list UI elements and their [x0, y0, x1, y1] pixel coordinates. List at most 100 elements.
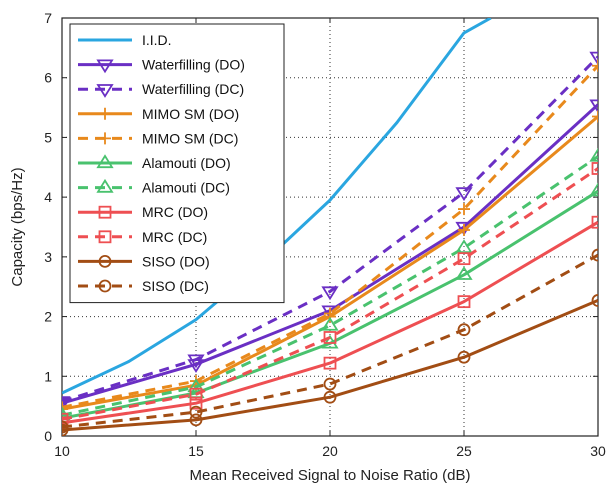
legend-marker	[98, 279, 112, 293]
legend-marker	[96, 84, 114, 98]
y-tick-label: 3	[44, 249, 52, 265]
y-axis-title: Capacity (bps/Hz)	[9, 167, 26, 286]
legend-marker	[96, 59, 114, 74]
y-tick-label: 1	[44, 368, 52, 384]
data-point	[321, 334, 339, 349]
data-point	[62, 396, 71, 411]
data-point	[62, 401, 68, 414]
data-point	[457, 350, 471, 364]
legend-label: Alamouti (DO)	[142, 155, 231, 171]
legend-item: Waterfilling (DC)	[78, 81, 244, 98]
legend-item: MRC (DO)	[78, 204, 208, 220]
legend-label: MRC (DC)	[142, 229, 207, 245]
legend-label: Alamouti (DC)	[142, 180, 230, 196]
data-point	[457, 295, 471, 309]
series-9	[62, 294, 598, 436]
series-layer	[62, 18, 598, 436]
x-tick-label: 30	[590, 443, 606, 459]
data-point	[62, 412, 69, 426]
data-point	[323, 356, 337, 370]
data-point	[591, 294, 598, 307]
data-point	[591, 162, 598, 175]
series-line	[62, 155, 598, 417]
data-point	[189, 396, 203, 410]
legend-item: Alamouti (DO)	[78, 154, 231, 171]
series-7	[62, 215, 598, 430]
data-point	[323, 377, 337, 391]
legend-item: Alamouti (DC)	[78, 178, 230, 196]
data-point	[189, 387, 203, 401]
data-point	[189, 413, 203, 427]
series-line	[62, 299, 598, 432]
data-point	[323, 331, 337, 344]
data-point	[589, 182, 598, 197]
legend-item: SISO (DO)	[78, 253, 210, 269]
data-point	[321, 316, 339, 331]
data-point	[62, 403, 68, 416]
series-line	[62, 64, 598, 409]
y-tick-label: 2	[44, 309, 52, 325]
legend-label: MRC (DO)	[142, 204, 208, 220]
y-tick-label: 6	[44, 70, 52, 86]
data-point	[458, 223, 470, 236]
x-axis-title: Mean Received Signal to Noise Ratio (dB)	[190, 467, 471, 484]
series-line	[62, 167, 598, 421]
legend-label: SISO (DO)	[142, 253, 210, 269]
legend-label: MIMO SM (DO)	[142, 106, 239, 122]
series-2	[62, 51, 598, 411]
x-tick-label: 20	[322, 443, 338, 459]
legend: I.I.D. Waterfilling (DO) Waterfilling (DC)…	[69, 23, 285, 304]
legend-marker	[98, 230, 112, 244]
x-tick-label: 15	[188, 443, 204, 459]
legend-label: I.I.D.	[142, 32, 172, 48]
legend-item: I.I.D.	[78, 32, 172, 48]
data-point	[457, 323, 471, 337]
data-point	[321, 286, 339, 301]
data-point	[457, 252, 471, 266]
legend-marker	[96, 178, 114, 193]
data-point	[187, 354, 205, 369]
series-line	[62, 253, 598, 429]
data-point	[589, 51, 598, 66]
data-point	[323, 390, 337, 404]
series-line	[62, 220, 598, 425]
series-line	[62, 55, 598, 403]
data-point	[589, 99, 598, 114]
data-point	[591, 215, 598, 229]
data-point	[189, 405, 203, 419]
data-point	[591, 248, 598, 262]
data-point	[455, 239, 473, 254]
data-point	[458, 203, 470, 216]
legend-label: Waterfilling (DO)	[142, 57, 245, 73]
data-point	[455, 266, 473, 280]
legend-marker	[96, 154, 114, 169]
legend-marker	[99, 107, 111, 120]
y-tick-label: 4	[44, 189, 52, 205]
series-10	[62, 248, 598, 434]
data-point	[62, 398, 71, 412]
legend-item: MIMO SM (DC)	[78, 130, 238, 146]
series-8	[62, 162, 598, 426]
legend-label: Waterfilling (DC)	[142, 81, 244, 97]
series-0	[62, 18, 492, 395]
data-point	[62, 420, 69, 434]
legend-label: SISO (DC)	[142, 278, 209, 294]
y-tick-label: 5	[44, 129, 52, 145]
series-line	[62, 18, 492, 395]
legend-item: Waterfilling (DO)	[78, 57, 245, 74]
legend-marker	[98, 254, 112, 268]
y-tick-label: 0	[44, 428, 52, 444]
data-point	[187, 378, 205, 393]
data-point	[589, 147, 598, 162]
legend-item: MIMO SM (DO)	[78, 106, 239, 122]
legend-item: SISO (DC)	[78, 278, 209, 294]
legend-label: MIMO SM (DC)	[142, 130, 238, 146]
legend-marker	[99, 132, 111, 145]
data-point	[592, 110, 598, 123]
legend-marker	[98, 205, 112, 219]
legend-item: MRC (DC)	[78, 229, 207, 245]
x-tick-label: 25	[456, 443, 472, 459]
y-tick-label: 7	[44, 10, 52, 26]
data-point	[455, 187, 473, 202]
